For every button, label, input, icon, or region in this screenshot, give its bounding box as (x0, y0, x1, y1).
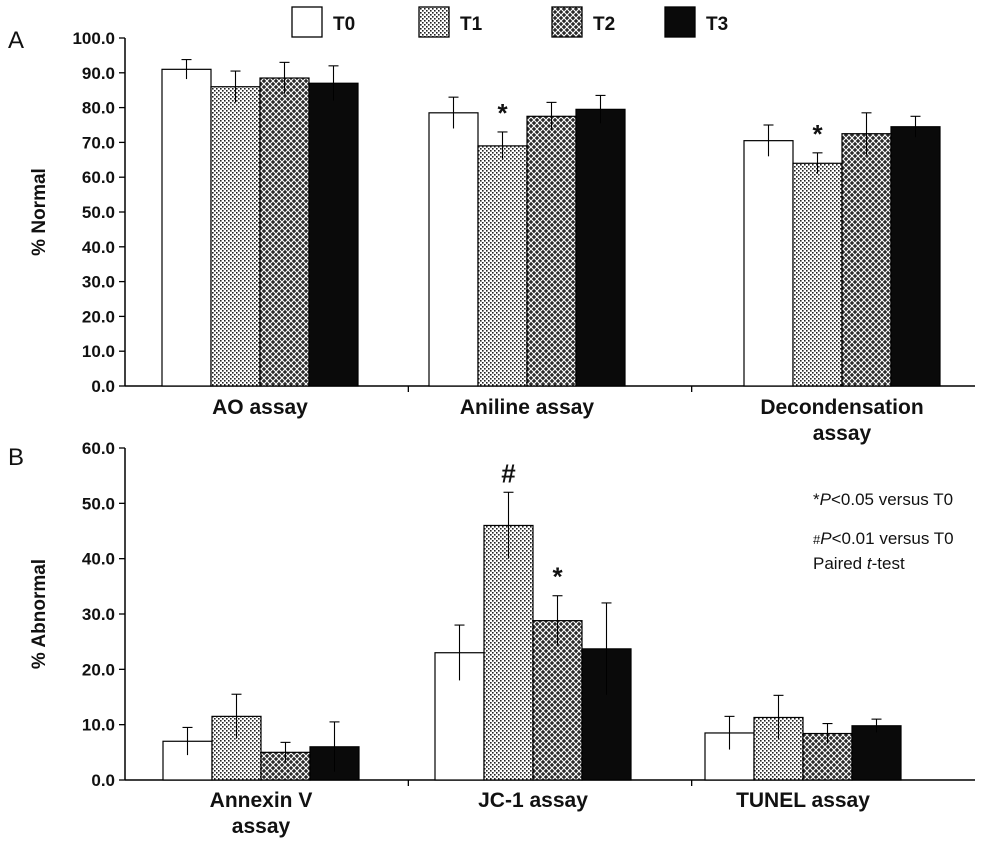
y-tick-label: 60.0 (82, 439, 115, 458)
legend-swatch-t2 (551, 6, 583, 38)
significance-marker: * (812, 119, 823, 149)
legend-label-t0: T0 (333, 14, 355, 35)
category-label: AO assay (212, 396, 308, 419)
y-tick-label: 10.0 (82, 716, 115, 735)
bar-t2-2 (841, 133, 892, 387)
y-tick-label: 20.0 (82, 660, 115, 679)
y-tick-label: 80.0 (82, 99, 115, 118)
category-label: TUNEL assay (736, 789, 870, 812)
bar-t0-2 (743, 140, 794, 387)
y-tick-label: 30.0 (82, 605, 115, 624)
significance-marker: # (501, 458, 516, 488)
note-3-prefix: Paired (813, 554, 867, 573)
note-1-p: P (820, 490, 832, 509)
chart-panel-a: 0.0 10.0 20.0 30.0 40.0 50.0 60.0 70.0 80.0 90.0 1… (29, 29, 975, 445)
panel-a-label: A (8, 27, 24, 54)
legend-label-t1: T1 (460, 14, 483, 35)
note-2-rest: <0.01 versus T0 (832, 529, 954, 548)
y-tick-label: 50.0 (82, 494, 115, 513)
bar-t1-1 (483, 524, 534, 781)
y-tick-label: 100.0 (72, 29, 115, 48)
note-2-symbol: # (813, 532, 821, 547)
y-tick-label: 20.0 (82, 307, 115, 326)
legend-label-t2: T2 (593, 14, 615, 35)
y-tick-label: 90.0 (82, 64, 115, 83)
bar-t1-0 (210, 86, 261, 387)
note-1-rest: <0.05 versus T0 (831, 490, 953, 509)
bar-t2-1 (526, 115, 577, 387)
y-tick-label: 60.0 (82, 168, 115, 187)
y-axis-title: % Normal (29, 168, 50, 256)
bar-t0-0 (161, 68, 212, 387)
note-3-suffix: -test (872, 554, 905, 573)
y-tick-label: 0.0 (91, 377, 115, 396)
chart-panel-b: 0.0 10.0 20.0 30.0 40.0 50.0 60.0 % Abnormal Ann… (29, 439, 975, 838)
note-line-3: Paired t-test (813, 554, 905, 573)
y-tick-label: 10.0 (82, 342, 115, 361)
bar-t1-2 (792, 162, 843, 387)
y-tick-label: 40.0 (82, 550, 115, 569)
note-line-1: *P<0.05 versus T0 (813, 490, 953, 509)
legend-label-t3: T3 (706, 14, 728, 35)
legend-swatch-t0 (291, 6, 323, 38)
bar-t3-2 (890, 126, 941, 387)
note-3-t: t (867, 554, 873, 573)
bar-t1-1 (477, 145, 528, 387)
y-tick-label: 70.0 (82, 133, 115, 152)
legend-swatch-t1 (418, 6, 450, 38)
bar-t2-0 (259, 77, 310, 387)
note-1-symbol: * (813, 490, 820, 509)
panel-b-label: B (8, 444, 24, 471)
legend-swatch-t3 (664, 6, 696, 38)
y-tick-label: 0.0 (91, 771, 115, 790)
y-axis-title: % Abnormal (29, 559, 50, 669)
bar-t0-1 (428, 112, 479, 387)
category-label: JC-1 assay (478, 789, 588, 812)
y-tick-label: 50.0 (82, 203, 115, 222)
y-tick-label: 30.0 (82, 273, 115, 292)
y-tick-label: 40.0 (82, 238, 115, 257)
note-2-p: P (820, 529, 832, 548)
bar-t2-1 (532, 620, 583, 781)
significance-marker: * (552, 562, 563, 592)
note-line-2: #P<0.01 versus T0 (813, 529, 954, 548)
bar-t3-1 (575, 108, 626, 387)
significance-notes: *P<0.05 versus T0 #P<0.01 versus T0 Pair… (813, 490, 954, 573)
bar-t3-0 (308, 82, 359, 387)
legend: T0 T1 T2 T3 (291, 6, 728, 38)
category-label: Decondensation assay (760, 396, 923, 445)
category-label: Aniline assay (460, 396, 595, 419)
bar-t3-2 (851, 725, 902, 781)
significance-marker: * (497, 98, 508, 128)
